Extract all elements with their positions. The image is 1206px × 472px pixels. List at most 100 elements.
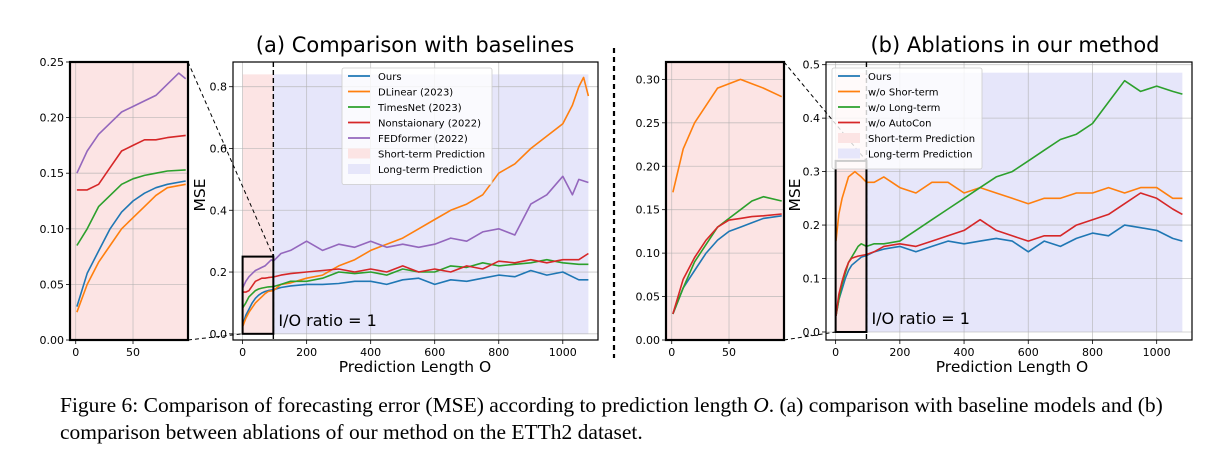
y-tick-label: 0.25 <box>636 117 661 130</box>
series-line <box>76 169 186 246</box>
short-term-region <box>666 62 784 340</box>
legend-label: Ours <box>868 72 892 83</box>
series-line <box>672 215 782 315</box>
caption-prefix: Figure 6: Comparison of forecasting erro… <box>60 393 754 417</box>
figure-caption: Figure 6: Comparison of forecasting erro… <box>60 392 1190 446</box>
y-tick-label: 0.4 <box>210 204 228 217</box>
legend-swatch <box>838 148 860 159</box>
x-tick-label: 0 <box>832 346 839 359</box>
y-tick-label: 0.20 <box>636 160 661 173</box>
short-term-region <box>70 62 188 340</box>
legend-label: Short-term Prediction <box>868 134 975 145</box>
x-tick-label: 50 <box>126 346 140 359</box>
panel-a-ylabel: MSE <box>191 178 209 211</box>
y-tick-label: 0.6 <box>210 142 228 155</box>
y-tick-label: 0.2 <box>210 266 228 279</box>
zoom-connector <box>187 61 274 257</box>
y-tick-label: 0.4 <box>803 112 821 125</box>
legend-label: w/o AutoCon <box>868 119 932 130</box>
io-ratio-label: I/O ratio = 1 <box>871 309 969 328</box>
panel-a: 0 200 400 600 800 1000 0.0 0.2 0.4 0.6 0.8 I/O rati… <box>187 61 599 359</box>
x-tick-label: 400 <box>954 346 975 359</box>
series-line <box>242 258 589 309</box>
legend-label: w/o Shor-term <box>868 88 938 99</box>
series-line <box>672 213 782 315</box>
legend-label: Nonstaionary (2022) <box>378 119 481 130</box>
legend-label: Short-term Prediction <box>378 150 485 161</box>
y-tick-label: 0.05 <box>636 291 661 304</box>
y-tick-label: 0.0 <box>803 326 821 339</box>
series-line <box>76 134 186 191</box>
x-tick-label: 0 <box>668 346 675 359</box>
panel-a-title: (a) Comparison with baselines <box>256 33 574 57</box>
legend-label: w/o Long-term <box>868 103 940 114</box>
axes-frame <box>825 61 1193 341</box>
x-tick-label: 600 <box>424 346 445 359</box>
series-line <box>242 76 590 327</box>
series-line <box>76 72 187 174</box>
x-tick-label: 600 <box>1018 346 1039 359</box>
series-line <box>835 170 1183 242</box>
x-tick-label: 1000 <box>1143 346 1171 359</box>
legend-label: DLinear (2023) <box>378 88 453 99</box>
legend-label: Long-term Prediction <box>868 150 972 161</box>
y-tick-label: 0.20 <box>40 112 65 125</box>
x-tick-label: 0 <box>72 346 79 359</box>
series-line <box>242 175 589 288</box>
y-tick-label: 0.05 <box>40 278 65 291</box>
series-line <box>672 78 783 193</box>
x-tick-label: 400 <box>360 346 381 359</box>
panel-b-title: (b) Ablations in our method <box>870 33 1159 57</box>
series-line <box>835 79 1183 317</box>
y-tick-label: 0.30 <box>636 73 661 86</box>
series-line <box>242 269 589 325</box>
zoom-connector <box>187 333 243 341</box>
axes-frame <box>664 60 786 342</box>
legend-label: FEDformer (2022) <box>378 134 468 145</box>
legend-label: Long-term Prediction <box>378 165 482 176</box>
y-tick-label: 0.00 <box>40 334 65 347</box>
y-tick-label: 0.00 <box>636 334 661 347</box>
y-tick-label: 0.10 <box>40 223 65 236</box>
y-tick-label: 0.10 <box>636 247 661 260</box>
panel-a-xlabel: Prediction Length O <box>339 358 492 376</box>
x-tick-label: 0 <box>239 346 246 359</box>
panel-b-xlabel: Prediction Length O <box>936 358 1089 376</box>
panel-b-inset: 0 50 0.00 0.05 0.10 0.15 0.20 0.25 0.30 <box>636 60 786 359</box>
caption-suffix: . (a) comparison with baseline models an… <box>60 393 1163 444</box>
figure: (a) Comparison with baselines Prediction… <box>40 33 1193 376</box>
y-tick-label: 0.1 <box>803 273 821 286</box>
x-tick-label: 200 <box>296 346 317 359</box>
y-tick-label: 0.2 <box>803 219 821 232</box>
y-tick-label: 0.0 <box>210 328 228 341</box>
y-tick-label: 0.3 <box>803 166 821 179</box>
legend-label: TimesNet (2023) <box>377 103 462 114</box>
x-tick-label: 200 <box>889 346 910 359</box>
legend-swatch <box>838 133 860 143</box>
caption-variable: O <box>753 393 769 417</box>
y-tick-label: 0.8 <box>210 81 228 94</box>
legend-box <box>831 67 983 170</box>
io-ratio-label: I/O ratio = 1 <box>278 311 376 330</box>
series-line <box>835 224 1183 317</box>
series-line <box>242 252 589 293</box>
legend-swatch <box>348 148 370 159</box>
series-line <box>835 192 1183 317</box>
x-tick-label: 1000 <box>549 346 577 359</box>
series-line <box>76 180 186 307</box>
y-tick-label: 0.25 <box>40 56 65 69</box>
x-tick-label: 800 <box>488 346 509 359</box>
legend-label: Ours <box>378 72 402 83</box>
legend-box <box>341 67 493 185</box>
series-line <box>76 183 186 313</box>
y-tick-label: 0.15 <box>40 167 65 180</box>
panel-b: 0 200 400 600 800 1000 0.0 0.1 0.2 0.3 0.4 0.5 I/O r… <box>783 59 1193 359</box>
panel-b-ylabel: MSE <box>786 178 804 211</box>
x-tick-label: 800 <box>1082 346 1103 359</box>
axes-frame <box>68 60 190 342</box>
y-tick-label: 0.15 <box>636 204 661 217</box>
y-tick-label: 0.5 <box>803 59 821 72</box>
zoom-connector <box>783 331 836 341</box>
legend-swatch <box>348 164 370 174</box>
axes-frame <box>232 61 599 341</box>
